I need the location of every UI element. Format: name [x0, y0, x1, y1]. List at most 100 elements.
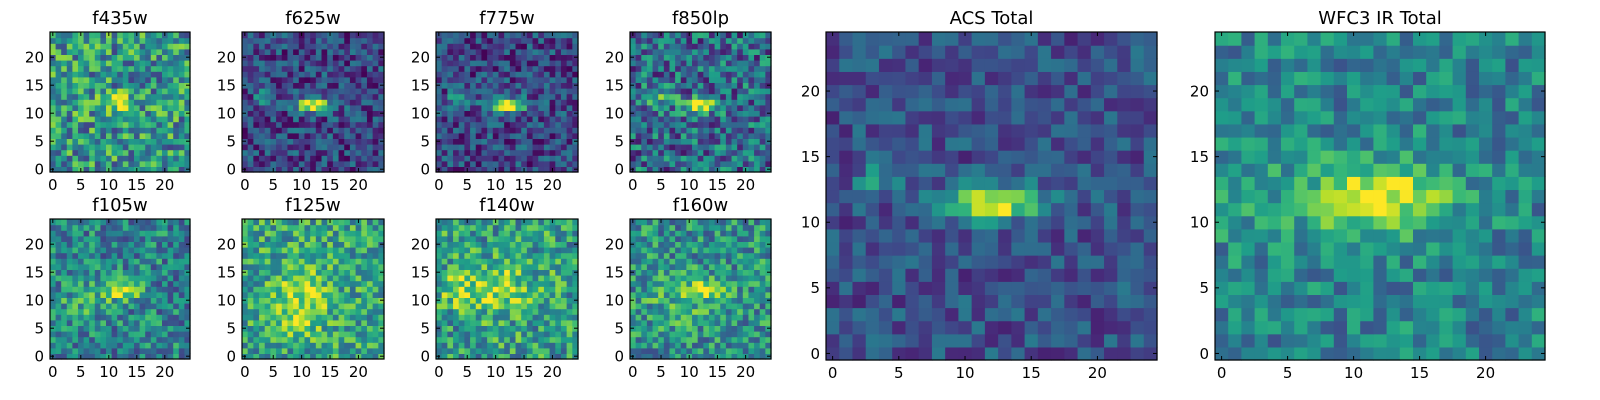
heatmap-cell [178, 104, 185, 111]
heatmap-cell [669, 138, 676, 145]
heatmap-cell [458, 93, 465, 100]
heatmap-cell [281, 65, 289, 72]
heatmap-cell [538, 166, 545, 173]
heatmap-cell [748, 280, 755, 287]
heatmap-cell [652, 308, 659, 315]
heatmap-cell [481, 275, 488, 282]
heatmap-cell [276, 99, 283, 106]
heatmap-cell [150, 224, 157, 231]
heatmap-cell [447, 76, 454, 83]
heatmap-cell [145, 144, 152, 151]
heatmap-cell [162, 104, 169, 111]
heatmap-cell [641, 32, 648, 39]
heatmap-cell [714, 331, 721, 338]
heatmap-cell [754, 104, 761, 111]
heatmap-cell [475, 149, 483, 156]
heatmap-cell [156, 76, 163, 83]
heatmap-cell [447, 235, 454, 242]
y-tick-label: 15 [411, 77, 430, 95]
heatmap-cell [72, 71, 79, 78]
heatmap-cell [270, 116, 277, 123]
heatmap-cell [635, 319, 642, 326]
y-tick-label: 20 [217, 49, 236, 67]
heatmap-cell [481, 325, 488, 332]
heatmap-cell [247, 65, 254, 72]
heatmap-cell [338, 76, 345, 83]
heatmap-cell [572, 144, 579, 151]
heatmap-cell [549, 121, 556, 128]
heatmap-cell [447, 252, 454, 259]
heatmap-cell [344, 219, 351, 226]
heatmap-cell [281, 116, 289, 123]
heatmap-cell [658, 43, 665, 50]
heatmap-cell [162, 99, 169, 106]
heatmap-cell [692, 155, 699, 162]
heatmap-cell [481, 336, 488, 343]
heatmap-cell [566, 280, 573, 287]
heatmap-cell [344, 258, 351, 265]
heatmap-cell [293, 263, 300, 270]
heatmap-cell [281, 235, 289, 242]
heatmap-cell [521, 149, 528, 156]
heatmap-cell [327, 43, 334, 50]
heatmap-cell [464, 319, 471, 326]
heatmap-cell [156, 291, 163, 298]
heatmap-cell [106, 342, 113, 349]
heatmap-cell [66, 149, 73, 156]
heatmap-cell [184, 314, 191, 321]
heatmap-cell [242, 336, 249, 343]
heatmap-cell [66, 160, 73, 167]
heatmap-cell [287, 269, 294, 276]
heatmap-cell [117, 258, 124, 265]
heatmap-cell [378, 99, 385, 106]
heatmap-cell [464, 54, 471, 61]
heatmap-cell [372, 275, 379, 282]
heatmap-cell [526, 353, 534, 360]
heatmap-cell [287, 132, 294, 139]
heatmap-cell [703, 149, 710, 156]
heatmap-cell [630, 144, 637, 151]
heatmap-cell [94, 155, 101, 162]
heatmap-cell [242, 60, 249, 67]
heatmap-cell [89, 342, 96, 349]
heatmap-cell [94, 76, 101, 83]
heatmap-cell [344, 247, 351, 254]
heatmap-cell [555, 99, 562, 106]
heatmap-cell [447, 275, 454, 282]
heatmap-cell [276, 336, 283, 343]
heatmap-cell [754, 314, 761, 321]
heatmap-cell [675, 286, 682, 293]
heatmap-cell [470, 230, 477, 237]
axes-frame [49, 218, 191, 360]
y-tick-label: 10 [411, 292, 430, 310]
heatmap-cell [344, 99, 351, 106]
heatmap-cell [281, 336, 289, 343]
heatmap-cell [247, 263, 254, 270]
heatmap-cell [167, 342, 174, 349]
heatmap-cell [242, 331, 249, 338]
heatmap-cell [641, 60, 648, 67]
heatmap-cell [247, 144, 254, 151]
heatmap-cell [686, 88, 693, 95]
heatmap-cell [361, 258, 368, 265]
heatmap-cell [703, 160, 710, 167]
heatmap-cell [572, 48, 579, 55]
heatmap-cell [106, 303, 113, 310]
heatmap-cell [89, 82, 96, 89]
heatmap-cell [178, 269, 185, 276]
heatmap-cell [298, 76, 306, 83]
heatmap-cell [83, 303, 90, 310]
heatmap-cell [66, 291, 73, 298]
heatmap-cell [543, 314, 551, 321]
heatmap-cell [725, 331, 733, 338]
heatmap-cell [276, 230, 283, 237]
heatmap-cell [111, 269, 118, 276]
heatmap-cell [178, 303, 185, 310]
heatmap-cell [492, 99, 500, 106]
heatmap-cell [458, 121, 465, 128]
heatmap-cell [242, 127, 249, 134]
heatmap-cell [128, 275, 135, 282]
heatmap-cell [504, 336, 511, 343]
heatmap-cell [100, 303, 107, 310]
heatmap-cell [652, 71, 659, 78]
